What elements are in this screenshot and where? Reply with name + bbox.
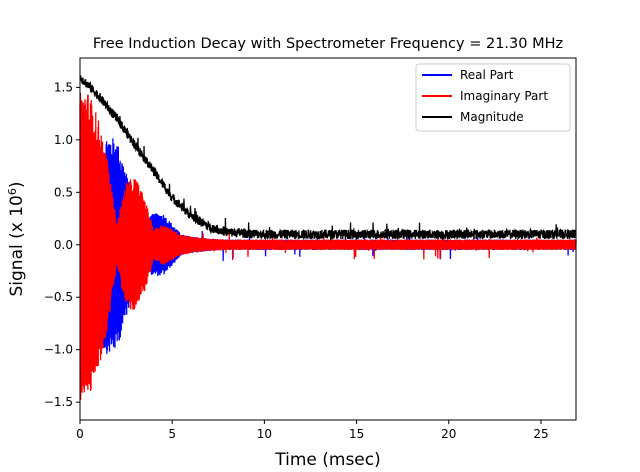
y-axis-label-prefix: Signal (x 10 (7, 195, 27, 296)
y-tick-label: 0.5 (54, 185, 73, 199)
y-tick-label: 0.0 (54, 238, 73, 252)
x-tick-label: 20 (441, 427, 456, 441)
series-line-magnitude (79, 75, 577, 242)
x-tick-label: 10 (257, 427, 272, 441)
legend-box (415, 63, 571, 132)
series-line-imaginary (79, 92, 577, 400)
legend: Real Part Imaginary Part Magnitude (415, 63, 571, 132)
plot-frame (79, 57, 577, 421)
x-tick-label: 25 (533, 427, 548, 441)
y-tick-label: −1.0 (44, 343, 73, 357)
y-tick-label: −0.5 (44, 290, 73, 304)
y-axis-label-suffix: ) (7, 182, 27, 189)
x-axis-ticks: 0 5 10 15 20 25 (76, 420, 549, 441)
y-tick-label: 1.5 (54, 80, 73, 94)
x-tick-label: 0 (76, 427, 84, 441)
legend-label-imaginary: Imaginary Part (460, 89, 548, 103)
y-tick-label: −1.5 (44, 395, 73, 409)
series-layer (79, 75, 577, 400)
y-axis-label: Signal (x 106) (6, 182, 28, 297)
x-axis-label: Time (msec) (274, 450, 381, 470)
chart-title: Free Induction Decay with Spectrometer F… (93, 36, 563, 52)
x-tick-label: 5 (168, 427, 176, 441)
legend-label-real: Real Part (460, 68, 514, 82)
y-axis-label-exponent: 6 (6, 188, 19, 195)
x-tick-label: 15 (349, 427, 364, 441)
y-tick-label: 1.0 (54, 133, 73, 147)
y-axis-ticks: −1.5 −1.0 −0.5 0.0 0.5 1.0 1.5 (44, 80, 80, 409)
legend-label-magnitude: Magnitude (460, 110, 524, 124)
